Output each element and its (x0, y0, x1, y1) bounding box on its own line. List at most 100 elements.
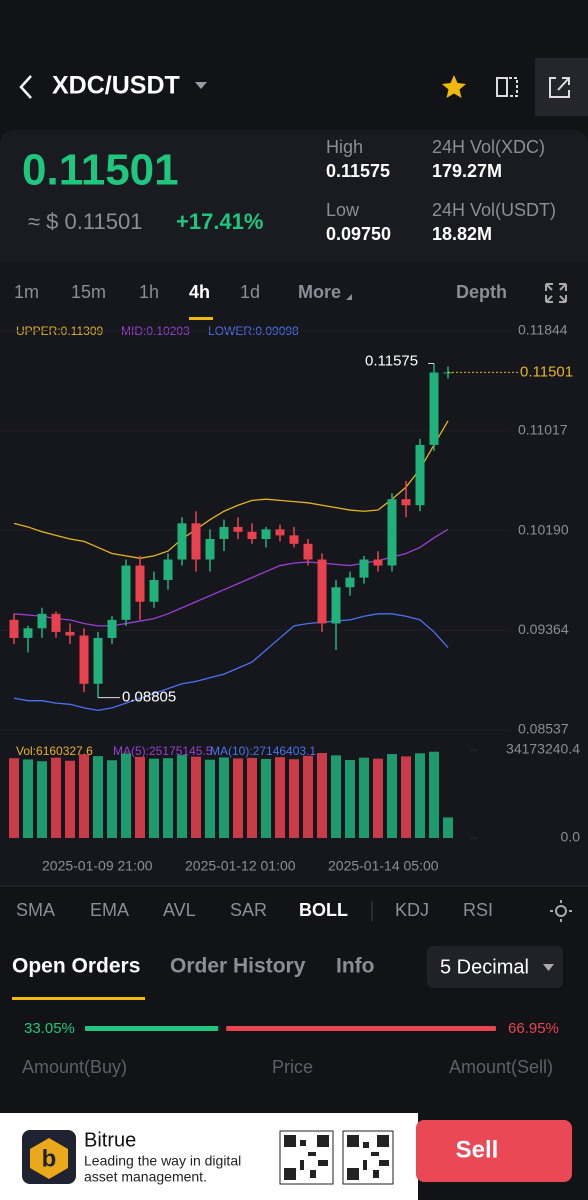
sell-button-label: Sell (456, 1136, 499, 1163)
brand-name: Bitrue (84, 1129, 136, 1151)
interval-tab[interactable]: 1m (14, 282, 39, 302)
candle-body (121, 565, 131, 620)
volume-bar (275, 757, 285, 838)
more-caret (346, 294, 352, 300)
candle-body (219, 526, 229, 540)
last-price-label: 0.11501 (520, 363, 573, 380)
last-price: 0.11501 (22, 146, 179, 195)
stat-label: 24H Vol(USDT) (432, 200, 556, 220)
brand-tagline: asset management. (84, 1169, 207, 1185)
indicator-tab[interactable]: SAR (230, 900, 267, 920)
volume-bar (387, 754, 397, 838)
share-icon[interactable] (549, 77, 570, 98)
brand-logo-mark (30, 1138, 68, 1179)
volume-bar (429, 751, 439, 838)
low-marker-label: 0.08805 (122, 689, 176, 706)
volume-bar (401, 756, 411, 838)
volume-bar (373, 758, 383, 838)
candle-body (429, 372, 439, 445)
qr-code (342, 1130, 394, 1185)
decimal-label: 5 Decimal (440, 956, 529, 978)
active-underline (12, 997, 145, 1000)
interval-tab-active[interactable]: 4h (189, 282, 210, 302)
vol-ma10-legend: MA(10):27146403.1 (210, 744, 316, 758)
indicator-tab[interactable]: SMA (16, 900, 55, 920)
symbol-dropdown[interactable] (195, 82, 207, 89)
volume-bar (135, 756, 145, 838)
candle-body (317, 559, 327, 624)
stat-value: 18.82M (432, 224, 492, 244)
symbol[interactable]: XDC/USDT (52, 72, 180, 100)
y-tick-label: 0.09364 (518, 621, 569, 637)
active-underline (189, 317, 213, 320)
indicator-tab[interactable]: RSI (463, 900, 493, 920)
volume-bar (247, 757, 257, 838)
candle-body (163, 559, 173, 581)
stat-label: High (326, 137, 363, 157)
kline-chart: 0.11844 0.11017 0.10190 0.09364 0.08537 34173… (0, 322, 580, 874)
candle-body (387, 499, 397, 566)
orders-tab-active[interactable]: Open Orders (12, 955, 140, 978)
orders-tab[interactable]: Order History (170, 955, 306, 978)
sell-depth (226, 1026, 496, 1031)
high-marker-label: 0.11575 (365, 352, 418, 369)
settings-icon[interactable] (550, 900, 572, 922)
candle-body (205, 539, 215, 560)
indicator-tab[interactable]: EMA (90, 900, 129, 920)
volume-bar (23, 759, 33, 838)
candle-body (191, 523, 201, 560)
interval-tab[interactable]: 15m (71, 282, 106, 302)
candle-body (233, 526, 243, 532)
orders-tab[interactable]: Info (336, 955, 374, 978)
vol-tick-label: 0.0 (561, 829, 581, 845)
volume-bar (37, 761, 47, 838)
vol-tick-label: 34173240.4 (506, 741, 580, 757)
candle-body (289, 535, 299, 544)
volume-bar (303, 755, 313, 838)
indicator-tab[interactable]: AVL (163, 900, 196, 920)
back-button[interactable] (19, 75, 32, 99)
column-header: Price (272, 1057, 313, 1077)
candle-body (373, 559, 383, 566)
more-tab[interactable]: More (298, 282, 341, 302)
volume-bar (163, 758, 173, 838)
indicator-tab[interactable]: KDJ (395, 900, 429, 920)
depth-tab[interactable]: Depth (456, 282, 507, 302)
sell-percent: 66.95% (508, 1020, 559, 1037)
y-tick-label: 0.11844 (518, 322, 568, 338)
volume-bar (289, 759, 299, 838)
fullscreen-icon[interactable] (545, 283, 567, 303)
y-tick-label: 0.10190 (518, 521, 569, 537)
volume-bar (79, 754, 89, 838)
indicator-tab-active[interactable]: BOLL (299, 900, 348, 920)
volume-bar (205, 759, 215, 838)
brand-logo-letter: b (42, 1145, 57, 1172)
volume-bar (331, 755, 341, 838)
interval-tab[interactable]: 1h (139, 282, 159, 302)
candle-body (415, 444, 425, 506)
volume-bar (65, 760, 75, 838)
candle-body (23, 628, 33, 638)
candle-body (331, 587, 341, 624)
compare-icon[interactable] (496, 77, 518, 97)
x-tick-label: 2025-01-09 21:00 (42, 858, 153, 874)
volume-bar (415, 753, 425, 838)
interval-tab[interactable]: 1d (240, 282, 260, 302)
candle-body (37, 613, 47, 629)
candle-body (149, 580, 159, 602)
candle-body (261, 529, 271, 540)
buy-percent: 33.05% (24, 1020, 75, 1037)
candle-body (9, 619, 19, 638)
candle-body (345, 577, 355, 588)
candle-body (401, 499, 411, 506)
candle-body (247, 531, 257, 540)
volume-bar (219, 757, 229, 838)
candle-body (303, 543, 313, 560)
usd-price: ≈ $ 0.11501 (28, 209, 142, 234)
decimal-select[interactable] (427, 946, 563, 988)
boll-lower (13, 613, 449, 711)
volume-bar (233, 758, 243, 838)
sell-button[interactable] (416, 1120, 572, 1182)
candle-body (135, 565, 145, 602)
favorite-star[interactable] (442, 75, 466, 98)
